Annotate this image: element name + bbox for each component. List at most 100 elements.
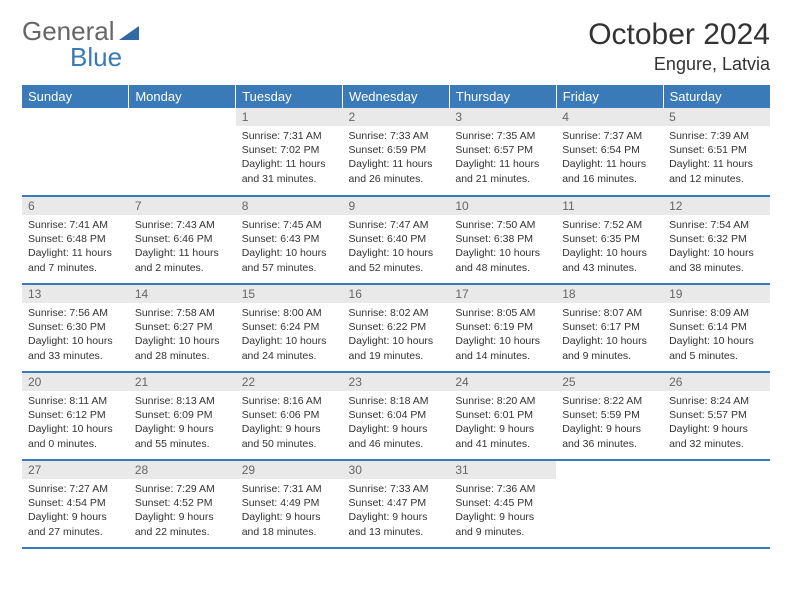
day-number: 3 — [449, 108, 556, 126]
calendar-cell: 15Sunrise: 8:00 AMSunset: 6:24 PMDayligh… — [236, 284, 343, 372]
calendar-cell: 8Sunrise: 7:45 AMSunset: 6:43 PMDaylight… — [236, 196, 343, 284]
calendar-cell: 2Sunrise: 7:33 AMSunset: 6:59 PMDaylight… — [343, 108, 450, 196]
sunrise-line: Sunrise: 8:20 AM — [455, 394, 550, 408]
sunrise-line: Sunrise: 7:27 AM — [28, 482, 123, 496]
calendar-cell: 16Sunrise: 8:02 AMSunset: 6:22 PMDayligh… — [343, 284, 450, 372]
calendar-table: Sunday Monday Tuesday Wednesday Thursday… — [22, 85, 770, 549]
day-body: Sunrise: 7:37 AMSunset: 6:54 PMDaylight:… — [556, 126, 663, 192]
day-number: 23 — [343, 373, 450, 391]
calendar-cell: 26Sunrise: 8:24 AMSunset: 5:57 PMDayligh… — [663, 372, 770, 460]
daylight-line: Daylight: 11 hours and 16 minutes. — [562, 157, 657, 185]
daylight-line: Daylight: 9 hours and 41 minutes. — [455, 422, 550, 450]
day-number: 15 — [236, 285, 343, 303]
weekday-header: Saturday — [663, 85, 770, 108]
sunset-line: Sunset: 6:09 PM — [135, 408, 230, 422]
day-body: Sunrise: 7:50 AMSunset: 6:38 PMDaylight:… — [449, 215, 556, 281]
day-number: 26 — [663, 373, 770, 391]
logo-text-blue: Blue — [70, 42, 122, 72]
sunrise-line: Sunrise: 7:50 AM — [455, 218, 550, 232]
day-number: 25 — [556, 373, 663, 391]
calendar-cell: 24Sunrise: 8:20 AMSunset: 6:01 PMDayligh… — [449, 372, 556, 460]
sunrise-line: Sunrise: 7:41 AM — [28, 218, 123, 232]
sunrise-line: Sunrise: 8:18 AM — [349, 394, 444, 408]
daylight-line: Daylight: 11 hours and 2 minutes. — [135, 246, 230, 274]
sunrise-line: Sunrise: 7:58 AM — [135, 306, 230, 320]
daylight-line: Daylight: 11 hours and 31 minutes. — [242, 157, 337, 185]
day-number: 29 — [236, 461, 343, 479]
day-body: Sunrise: 8:07 AMSunset: 6:17 PMDaylight:… — [556, 303, 663, 369]
sunset-line: Sunset: 6:38 PM — [455, 232, 550, 246]
sunset-line: Sunset: 6:54 PM — [562, 143, 657, 157]
calendar-cell: 22Sunrise: 8:16 AMSunset: 6:06 PMDayligh… — [236, 372, 343, 460]
sunrise-line: Sunrise: 8:16 AM — [242, 394, 337, 408]
daylight-line: Daylight: 10 hours and 43 minutes. — [562, 246, 657, 274]
daylight-line: Daylight: 10 hours and 48 minutes. — [455, 246, 550, 274]
daylight-line: Daylight: 10 hours and 14 minutes. — [455, 334, 550, 362]
sunrise-line: Sunrise: 7:52 AM — [562, 218, 657, 232]
daylight-line: Daylight: 11 hours and 7 minutes. — [28, 246, 123, 274]
daylight-line: Daylight: 11 hours and 21 minutes. — [455, 157, 550, 185]
sunrise-line: Sunrise: 7:47 AM — [349, 218, 444, 232]
day-number: 21 — [129, 373, 236, 391]
calendar-cell: 11Sunrise: 7:52 AMSunset: 6:35 PMDayligh… — [556, 196, 663, 284]
sunset-line: Sunset: 6:35 PM — [562, 232, 657, 246]
calendar-cell: 21Sunrise: 8:13 AMSunset: 6:09 PMDayligh… — [129, 372, 236, 460]
calendar-row: 1Sunrise: 7:31 AMSunset: 7:02 PMDaylight… — [22, 108, 770, 196]
sunrise-line: Sunrise: 8:05 AM — [455, 306, 550, 320]
day-body: Sunrise: 8:18 AMSunset: 6:04 PMDaylight:… — [343, 391, 450, 457]
day-number: 30 — [343, 461, 450, 479]
day-number: 6 — [22, 197, 129, 215]
day-body: Sunrise: 8:05 AMSunset: 6:19 PMDaylight:… — [449, 303, 556, 369]
day-body: Sunrise: 7:47 AMSunset: 6:40 PMDaylight:… — [343, 215, 450, 281]
day-number: 5 — [663, 108, 770, 126]
calendar-cell: 1Sunrise: 7:31 AMSunset: 7:02 PMDaylight… — [236, 108, 343, 196]
day-body: Sunrise: 7:31 AMSunset: 4:49 PMDaylight:… — [236, 479, 343, 545]
day-number: 9 — [343, 197, 450, 215]
weekday-header: Monday — [129, 85, 236, 108]
title-block: October 2024 Engure, Latvia — [588, 18, 770, 75]
calendar-cell: 31Sunrise: 7:36 AMSunset: 4:45 PMDayligh… — [449, 460, 556, 548]
logo-triangle-icon — [119, 18, 139, 44]
calendar-cell: 28Sunrise: 7:29 AMSunset: 4:52 PMDayligh… — [129, 460, 236, 548]
sunset-line: Sunset: 4:52 PM — [135, 496, 230, 510]
sunset-line: Sunset: 6:24 PM — [242, 320, 337, 334]
day-number: 1 — [236, 108, 343, 126]
daylight-line: Daylight: 9 hours and 32 minutes. — [669, 422, 764, 450]
calendar-row: 20Sunrise: 8:11 AMSunset: 6:12 PMDayligh… — [22, 372, 770, 460]
sunrise-line: Sunrise: 8:11 AM — [28, 394, 123, 408]
sunset-line: Sunset: 6:17 PM — [562, 320, 657, 334]
day-body: Sunrise: 8:00 AMSunset: 6:24 PMDaylight:… — [236, 303, 343, 369]
day-number: 4 — [556, 108, 663, 126]
sunset-line: Sunset: 6:57 PM — [455, 143, 550, 157]
calendar-cell: 18Sunrise: 8:07 AMSunset: 6:17 PMDayligh… — [556, 284, 663, 372]
day-number: 10 — [449, 197, 556, 215]
day-body: Sunrise: 7:41 AMSunset: 6:48 PMDaylight:… — [22, 215, 129, 281]
weekday-header: Wednesday — [343, 85, 450, 108]
day-body: Sunrise: 8:13 AMSunset: 6:09 PMDaylight:… — [129, 391, 236, 457]
sunset-line: Sunset: 4:47 PM — [349, 496, 444, 510]
calendar-cell — [22, 108, 129, 196]
calendar-cell: 7Sunrise: 7:43 AMSunset: 6:46 PMDaylight… — [129, 196, 236, 284]
day-body: Sunrise: 8:16 AMSunset: 6:06 PMDaylight:… — [236, 391, 343, 457]
weekday-header: Tuesday — [236, 85, 343, 108]
calendar-cell: 19Sunrise: 8:09 AMSunset: 6:14 PMDayligh… — [663, 284, 770, 372]
day-number: 22 — [236, 373, 343, 391]
day-number: 31 — [449, 461, 556, 479]
calendar-cell: 14Sunrise: 7:58 AMSunset: 6:27 PMDayligh… — [129, 284, 236, 372]
day-body: Sunrise: 7:52 AMSunset: 6:35 PMDaylight:… — [556, 215, 663, 281]
sunrise-line: Sunrise: 8:00 AM — [242, 306, 337, 320]
sunrise-line: Sunrise: 7:35 AM — [455, 129, 550, 143]
calendar-row: 6Sunrise: 7:41 AMSunset: 6:48 PMDaylight… — [22, 196, 770, 284]
sunset-line: Sunset: 6:30 PM — [28, 320, 123, 334]
sunset-line: Sunset: 6:12 PM — [28, 408, 123, 422]
sunset-line: Sunset: 6:43 PM — [242, 232, 337, 246]
weekday-header-row: Sunday Monday Tuesday Wednesday Thursday… — [22, 85, 770, 108]
sunrise-line: Sunrise: 7:43 AM — [135, 218, 230, 232]
calendar-cell: 25Sunrise: 8:22 AMSunset: 5:59 PMDayligh… — [556, 372, 663, 460]
day-body: Sunrise: 7:31 AMSunset: 7:02 PMDaylight:… — [236, 126, 343, 192]
header: GeneralBlue October 2024 Engure, Latvia — [22, 18, 770, 75]
sunset-line: Sunset: 4:54 PM — [28, 496, 123, 510]
daylight-line: Daylight: 9 hours and 36 minutes. — [562, 422, 657, 450]
sunset-line: Sunset: 7:02 PM — [242, 143, 337, 157]
day-number: 24 — [449, 373, 556, 391]
